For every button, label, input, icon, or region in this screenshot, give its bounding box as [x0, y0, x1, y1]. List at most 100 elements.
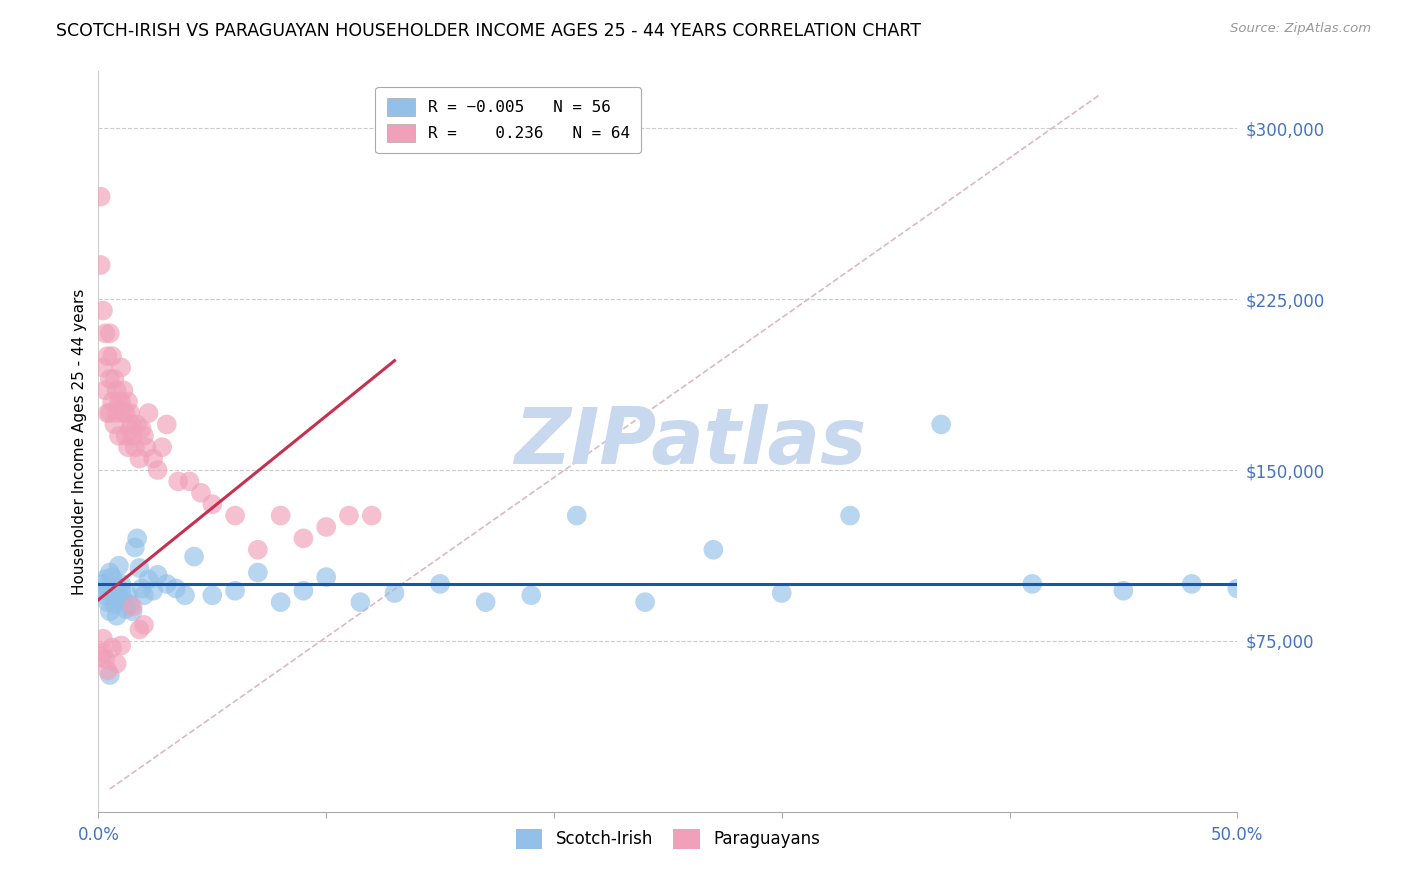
Point [520, 588, 543, 602]
Point [101, 586, 124, 600]
Point [128, 451, 150, 466]
Point [112, 592, 135, 607]
Point [132, 429, 155, 443]
Point [929, 417, 952, 432]
Point [429, 577, 451, 591]
Point [224, 508, 246, 523]
Point [90, 577, 112, 591]
Point [117, 440, 139, 454]
Point [91, 632, 114, 646]
Point [101, 394, 124, 409]
Point [201, 497, 224, 511]
Point [839, 508, 862, 523]
Point [120, 598, 142, 612]
Point [98, 566, 121, 580]
Point [114, 602, 136, 616]
Point [91, 645, 114, 659]
Point [246, 566, 269, 580]
Point [103, 417, 125, 432]
Point [1181, 577, 1204, 591]
Point [98, 406, 121, 420]
Point [105, 657, 128, 671]
Point [132, 588, 155, 602]
Point [146, 463, 169, 477]
Point [98, 326, 121, 341]
Point [292, 583, 315, 598]
Point [91, 303, 114, 318]
Point [132, 618, 155, 632]
Point [1226, 582, 1249, 596]
Point [117, 394, 139, 409]
Point [110, 639, 132, 653]
Point [360, 508, 382, 523]
Point [179, 475, 201, 489]
Point [98, 668, 121, 682]
Point [224, 583, 246, 598]
Point [105, 384, 128, 398]
Point [105, 608, 128, 623]
Point [110, 394, 132, 409]
Point [131, 582, 153, 596]
Point [121, 604, 143, 618]
Point [98, 604, 121, 618]
Point [108, 394, 131, 409]
Point [114, 429, 136, 443]
Point [96, 582, 118, 596]
Point [702, 542, 724, 557]
Point [90, 258, 112, 272]
Point [91, 583, 114, 598]
Point [156, 577, 179, 591]
Point [96, 664, 118, 678]
Point [121, 599, 143, 614]
Point [91, 360, 114, 375]
Point [142, 583, 165, 598]
Point [94, 573, 117, 587]
Point [292, 532, 315, 546]
Text: ZIPatlas: ZIPatlas [515, 403, 866, 480]
Point [110, 577, 132, 591]
Point [94, 326, 117, 341]
Point [565, 508, 588, 523]
Point [117, 588, 139, 602]
Point [150, 440, 173, 454]
Point [167, 475, 190, 489]
Point [124, 541, 146, 555]
Text: SCOTCH-IRISH VS PARAGUAYAN HOUSEHOLDER INCOME AGES 25 - 44 YEARS CORRELATION CHA: SCOTCH-IRISH VS PARAGUAYAN HOUSEHOLDER I… [56, 22, 921, 40]
Point [90, 649, 112, 664]
Point [270, 508, 292, 523]
Point [101, 349, 124, 363]
Point [337, 508, 360, 523]
Point [121, 429, 143, 443]
Point [103, 598, 125, 612]
Point [146, 567, 169, 582]
Point [90, 189, 112, 203]
Point [190, 485, 212, 500]
Point [1021, 577, 1043, 591]
Point [174, 588, 197, 602]
Point [112, 384, 135, 398]
Point [103, 372, 125, 386]
Point [96, 349, 118, 363]
Point [94, 384, 117, 398]
Point [138, 573, 160, 587]
Point [108, 429, 131, 443]
Point [128, 561, 150, 575]
Point [315, 520, 337, 534]
Point [201, 588, 224, 602]
Point [114, 406, 136, 420]
Point [270, 595, 292, 609]
Point [135, 440, 157, 454]
Point [94, 652, 117, 666]
Text: Source: ZipAtlas.com: Source: ZipAtlas.com [1230, 22, 1371, 36]
Point [156, 417, 179, 432]
Point [108, 591, 131, 605]
Point [112, 406, 135, 420]
Point [1112, 583, 1135, 598]
Point [384, 586, 406, 600]
Point [110, 360, 132, 375]
Y-axis label: Householder Income Ages 25 - 44 years: Householder Income Ages 25 - 44 years [72, 288, 87, 595]
Point [105, 406, 128, 420]
Point [183, 549, 205, 564]
Point [474, 595, 496, 609]
Point [101, 640, 124, 655]
